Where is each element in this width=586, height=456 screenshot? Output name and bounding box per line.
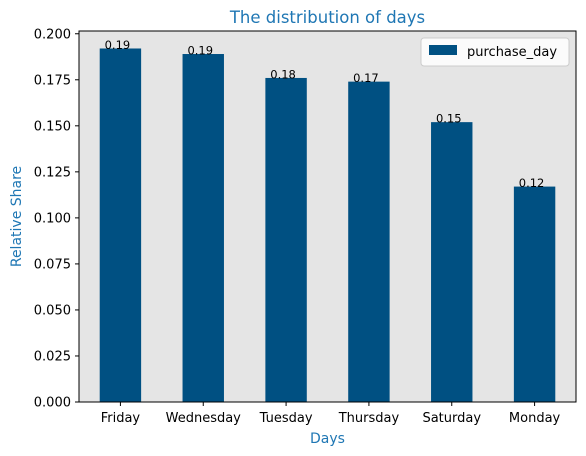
y-tick-label: 0.125 [34,165,71,180]
data-label-thursday: 0.17 [353,71,379,85]
data-label-tuesday: 0.18 [270,67,296,81]
y-tick-label: 0.025 [34,349,71,364]
data-labels-group: 0.19 0.19 0.18 0.17 0.15 0.12 [105,38,545,190]
y-tick-label: 0.075 [34,257,71,272]
legend-box [420,37,570,67]
bar-saturday [431,122,473,403]
plot-background [79,31,576,402]
x-tick-label-monday: Monday [509,411,561,426]
legend-swatch [429,45,457,55]
bar-monday [513,186,556,402]
legend: purchase_day [420,37,570,67]
chart-title: The distribution of days [229,8,425,27]
data-label-saturday: 0.15 [436,112,462,126]
y-tick-label: 0.200 [34,27,71,42]
y-tick-label: 0.175 [34,73,71,88]
x-axis: Friday Wednesday Tuesday Thursday Saturday Mo… [101,402,561,426]
y-tick-label: 0.000 [34,396,71,411]
data-label-monday: 0.12 [519,176,545,190]
x-tick-label-friday: Friday [101,411,141,426]
y-tick-label: 0.100 [34,211,71,226]
bars-group [99,48,556,403]
y-tick-label: 0.150 [34,119,71,134]
bar-thursday [348,81,390,402]
data-label-friday: 0.19 [105,38,131,52]
bar-friday [99,48,142,403]
data-label-wednesday: 0.19 [187,44,213,58]
y-axis: 0.000 0.025 0.050 0.075 0.100 0.125 0.150 0.175… [34,27,79,411]
legend-label: purchase_day [467,45,557,60]
x-tick-label-saturday: Saturday [422,411,481,426]
x-axis-title: Days [310,431,345,447]
x-tick-label-wednesday: Wednesday [166,411,242,426]
x-tick-label-thursday: Thursday [338,411,400,426]
plot-frame [78,30,577,403]
bar-wednesday [182,54,224,402]
y-tick-label: 0.050 [34,303,71,318]
y-axis-title: Relative Share [9,166,25,267]
x-tick-label-tuesday: Tuesday [259,411,313,426]
bar-tuesday [265,77,307,402]
